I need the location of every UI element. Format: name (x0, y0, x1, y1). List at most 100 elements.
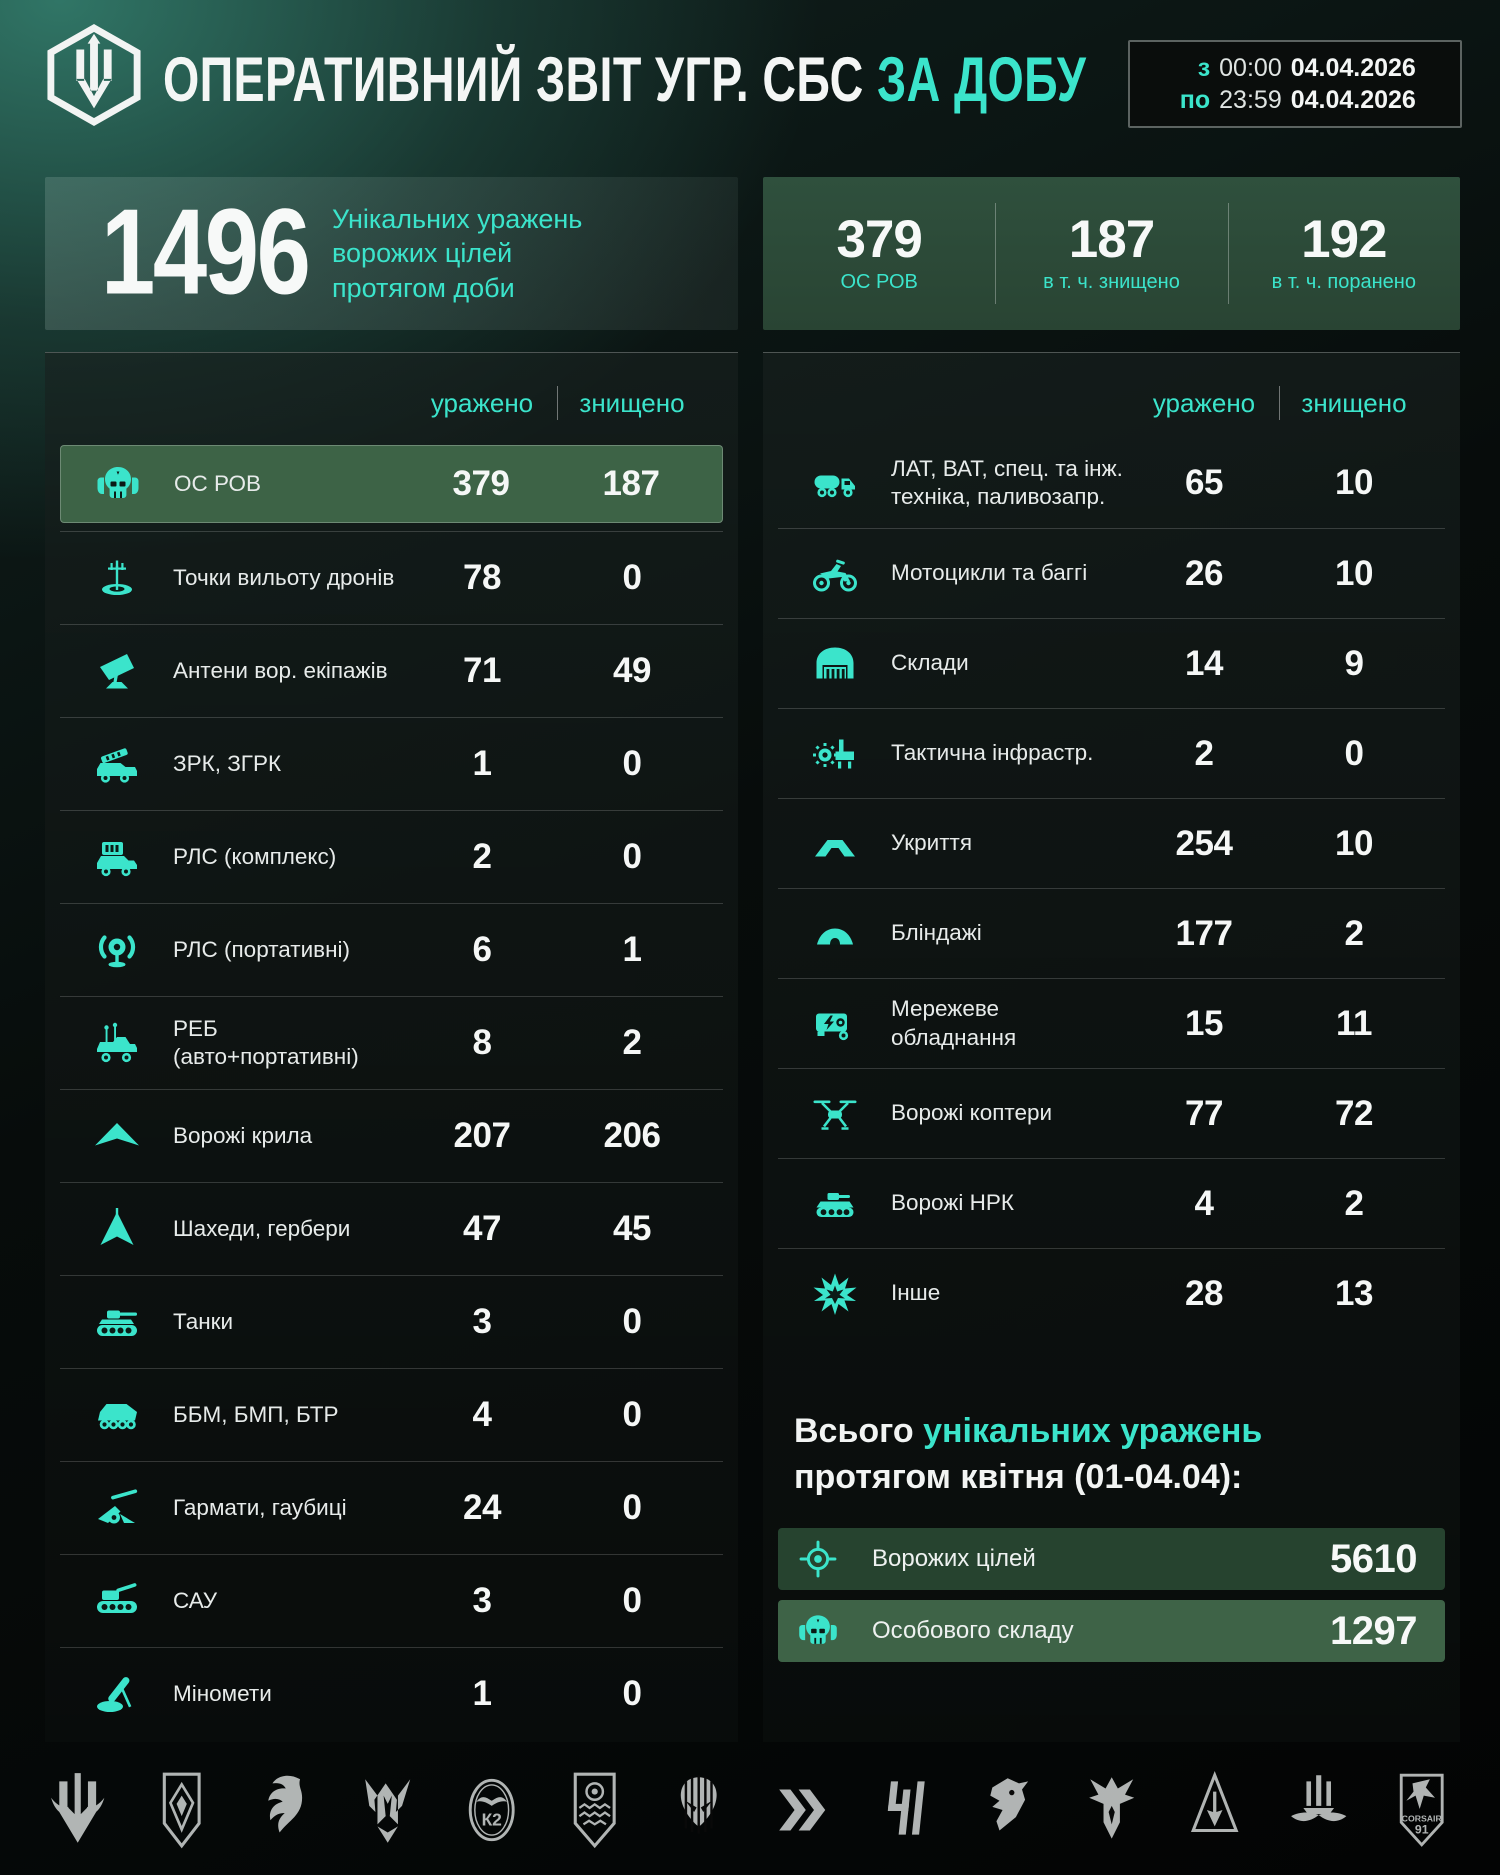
hit-value: 71 (463, 651, 501, 690)
row-label: РЛС (комплекс) (173, 843, 337, 869)
hit-value: 28 (1185, 1273, 1223, 1313)
air-defense-launcher-icon (93, 740, 141, 788)
destroyed-value: 0 (622, 1488, 642, 1527)
antenna-dish-icon (93, 647, 141, 695)
hit-value: 6 (472, 930, 492, 969)
table-row: Мотоцикли та баггі 26 10 (778, 528, 1445, 618)
supply-truck-icon (811, 459, 859, 507)
month-totals-section: Всього унікальних уражень протягом квітня… (778, 1408, 1445, 1662)
radar-truck-icon (93, 833, 141, 881)
totals-heading-white: Всього (794, 1412, 914, 1450)
table-row: САУ 3 0 (60, 1554, 723, 1647)
stat-os-rov: 379 ОС РОВ (763, 177, 995, 330)
row-label: Точки вильоту дронів (173, 564, 395, 590)
table-row: РЛС (портативні) 6 1 (60, 903, 723, 996)
destroyed-value: 0 (622, 1302, 642, 1341)
hit-value: 254 (1175, 823, 1233, 863)
row-label: ЛАТ, ВАТ, спец. та інж. техніка, паливоз… (891, 455, 1123, 509)
row-label: Танки (173, 1308, 234, 1334)
table-row: Шахеди, гербери 47 45 (60, 1182, 723, 1275)
stat-value: 187 (1068, 210, 1155, 269)
right-table-rows: ЛАТ, ВАТ, спец. та інж. техніка, паливоз… (763, 438, 1460, 1338)
target-icon (796, 1537, 840, 1581)
period-from: з 00:00 04.04.2026 (1130, 54, 1460, 83)
mortar-icon (93, 1670, 141, 1718)
destroyed-value: 10 (1335, 463, 1373, 502)
table-row: Укриття 254 10 (778, 798, 1445, 888)
destroyed-value: 0 (622, 558, 642, 597)
winged-trident-emblem (1285, 1764, 1353, 1856)
svg-text:CORSAIR: CORSAIR (1402, 1813, 1443, 1823)
hit-value: 1 (472, 744, 492, 783)
destroyed-value: 13 (1335, 1273, 1373, 1313)
totals-heading-line2: протягом квітня (01-04.04): (794, 1458, 1243, 1496)
destroyed-value: 10 (1335, 553, 1373, 593)
period-to-time: 23:59 (1219, 85, 1282, 114)
stat-value: 379 (836, 210, 922, 269)
hit-value: 78 (463, 558, 501, 597)
tank-icon (93, 1298, 141, 1346)
table-row: Мережеве обладнання 15 11 (778, 978, 1445, 1068)
hit-value: 3 (472, 1581, 492, 1620)
stat-wounded: 192 в т. ч. поранено (1227, 177, 1460, 330)
destroyed-value: 11 (1336, 1003, 1373, 1043)
hit-value: 1 (472, 1674, 492, 1713)
skull-icon (796, 1609, 840, 1653)
destroyed-value: 0 (622, 1674, 642, 1713)
period-to: по 23:59 04.04.2026 (1130, 86, 1460, 115)
dugout-icon (811, 910, 859, 958)
month-totals-heading: Всього унікальних уражень протягом квітня… (794, 1408, 1445, 1500)
phoenix-shield-emblem (1078, 1764, 1146, 1856)
table-row: Танки 3 0 (60, 1275, 723, 1368)
table-row: Міномети 1 0 (60, 1647, 723, 1740)
column-headers: уражено знищено (45, 353, 738, 438)
row-label: Склади (891, 650, 969, 676)
month-total-row: Ворожих цілей 5610 (778, 1528, 1445, 1590)
table-row: Гармати, гаубиці 24 0 (60, 1461, 723, 1554)
row-label: Тактична інфрастр. (891, 740, 1094, 766)
row-label: Міномети (173, 1680, 272, 1706)
hit-value: 14 (1185, 643, 1223, 683)
destroyed-value: 206 (603, 1116, 661, 1155)
apc-icon (93, 1391, 141, 1439)
total-row-value: 1297 (1330, 1608, 1417, 1653)
row-label: Ворожі крила (173, 1122, 313, 1148)
hit-value: 4 (1194, 1183, 1214, 1223)
daily-total-card: 1496 Унікальних уражень ворожих цілей пр… (45, 177, 738, 330)
table-row: Склади 14 9 (778, 618, 1445, 708)
quadcopter-icon (811, 1090, 859, 1138)
howitzer-icon (93, 1484, 141, 1532)
period-from-time: 00:00 (1219, 53, 1282, 82)
hit-value: 2 (1194, 733, 1214, 773)
total-row-label: Ворожих цілей (872, 1545, 1036, 1572)
hit-value: 15 (1185, 1003, 1223, 1043)
row-label: Інше (891, 1280, 941, 1306)
destroyed-value: 0 (1344, 733, 1364, 773)
portable-radar-icon (93, 926, 141, 974)
destroyed-value: 0 (622, 837, 642, 876)
column-header-destroyed: знищено (557, 386, 707, 420)
ew-vehicle-icon (93, 1019, 141, 1067)
right-results-panel: уражено знищено ЛАТ, ВАТ, спец. та інж. … (763, 352, 1460, 1742)
table-row: РЕБ (авто+портативні) 8 2 (60, 996, 723, 1089)
destroyed-value: 187 (602, 464, 660, 503)
row-label: Укриття (891, 830, 973, 856)
stat-destroyed: 187 в т. ч. знищено (995, 177, 1227, 330)
row-label: Ворожі коптери (891, 1100, 1053, 1126)
hit-value: 47 (463, 1209, 501, 1248)
table-row: Ворожі коптери 77 72 (778, 1068, 1445, 1158)
network-equipment-icon (811, 1000, 859, 1048)
table-row: РЛС (комплекс) 2 0 (60, 810, 723, 903)
table-row: Ворожі НРК 4 2 (778, 1158, 1445, 1248)
row-label: Антени вор. екіпажів (173, 657, 388, 683)
k2-emblem: К2 (458, 1764, 526, 1856)
hit-value: 207 (453, 1116, 511, 1155)
table-row: ЗРК, ЗГРК 1 0 (60, 717, 723, 810)
row-label: Шахеди, гербери (173, 1215, 351, 1241)
column-headers: уражено знищено (763, 353, 1460, 438)
month-totals-rows: Ворожих цілей 5610 Особового складу 1297 (778, 1528, 1445, 1662)
svg-text:К2: К2 (481, 1809, 501, 1829)
svg-text:91: 91 (1415, 1823, 1429, 1837)
hit-value: 177 (1175, 913, 1233, 953)
